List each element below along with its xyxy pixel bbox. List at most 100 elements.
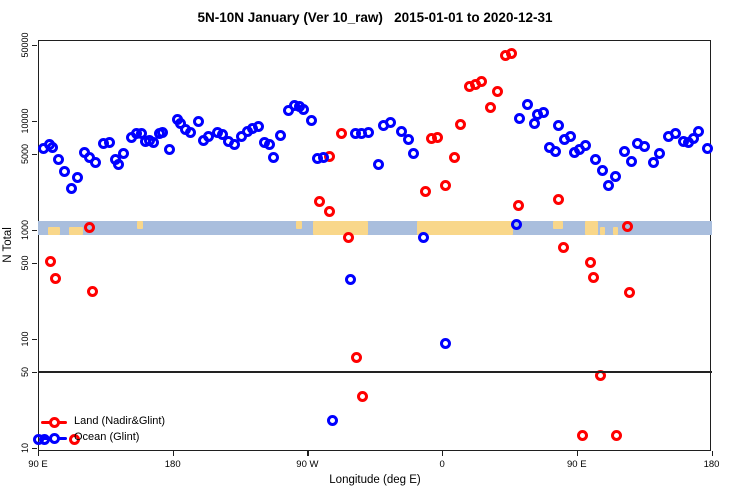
- ocean-point: [372, 159, 384, 171]
- legend-ocean-label: Ocean (Glint): [74, 431, 140, 443]
- land-patch: [416, 220, 514, 235]
- ocean-point: [396, 125, 408, 137]
- ocean-point: [327, 414, 339, 426]
- x-tick-label: 90 E: [28, 459, 48, 470]
- x-tick-label: 0: [439, 459, 445, 470]
- legend-item-land: Land (Nadir&Glint): [40, 414, 240, 430]
- y-tick: [31, 371, 37, 374]
- ocean-point: [670, 127, 682, 139]
- ocean-point: [47, 141, 59, 153]
- ocean-point: [654, 148, 666, 160]
- land-point: [624, 286, 636, 298]
- y-tick-label: 10: [20, 442, 30, 454]
- legend: Land (Nadir&Glint) Ocean (Glint): [40, 414, 240, 446]
- land-point: [552, 193, 564, 205]
- y-tick: [31, 121, 37, 123]
- land-patch: [599, 226, 606, 235]
- ocean-point: [217, 129, 229, 141]
- land-point: [512, 200, 524, 212]
- x-tick-label: 180: [164, 459, 181, 470]
- ocean-point: [402, 134, 414, 146]
- x-tick: [576, 451, 578, 456]
- x-tick: [307, 451, 309, 456]
- land-point: [491, 85, 503, 97]
- land-patch: [585, 220, 599, 235]
- ocean-point: [693, 126, 705, 138]
- x-axis-title: Longitude (deg E): [329, 474, 421, 486]
- x-tick: [172, 451, 174, 456]
- land-point: [343, 232, 355, 244]
- ocean-point: [639, 140, 651, 152]
- ocean-point: [164, 143, 176, 155]
- threshold-line-50: [38, 370, 712, 373]
- land-point: [476, 76, 488, 88]
- land-point: [50, 272, 62, 284]
- ocean-point: [552, 120, 564, 131]
- ocean-point: [156, 126, 168, 138]
- x-tick: [38, 451, 40, 456]
- ocean-point: [701, 142, 713, 154]
- land-patch: [136, 220, 144, 229]
- land-point: [313, 196, 325, 208]
- x-tick: [711, 451, 713, 456]
- ocean-point: [229, 139, 241, 151]
- ocean-point: [147, 136, 159, 148]
- ocean-point: [203, 130, 215, 142]
- land-point: [439, 180, 451, 192]
- land-patch: [68, 226, 84, 235]
- y-tick: [31, 153, 37, 156]
- land-patch: [613, 226, 618, 235]
- land-point: [335, 128, 347, 140]
- chart-title: 5N-10N January (Ver 10_raw) 2015-01-01 t…: [197, 10, 553, 25]
- land-point: [506, 47, 518, 59]
- ocean-point: [648, 157, 660, 169]
- land-point: [45, 256, 57, 268]
- ocean-point: [72, 171, 84, 183]
- ocean-point: [550, 145, 562, 157]
- y-tick: [31, 262, 37, 265]
- legend-ocean-marker-icon: [49, 433, 60, 444]
- y-tick: [31, 339, 37, 341]
- ocean-point: [117, 148, 129, 160]
- land-point: [455, 118, 467, 130]
- land-point: [622, 221, 634, 233]
- ocean-point: [66, 182, 78, 194]
- ocean-point: [253, 121, 265, 132]
- y-tick-label: 50: [20, 366, 30, 377]
- land-point: [87, 286, 99, 298]
- ocean-point: [602, 179, 614, 191]
- ocean-point: [52, 154, 64, 166]
- ocean-point: [417, 232, 429, 244]
- ocean-point: [318, 151, 330, 163]
- x-tick-label: 180: [703, 459, 720, 470]
- land-point: [323, 206, 335, 218]
- y-tick-label: 10000: [20, 108, 30, 134]
- ocean-point: [521, 98, 533, 110]
- y-tick: [31, 230, 37, 232]
- ocean-point: [537, 107, 549, 119]
- ocean-point: [306, 115, 318, 127]
- land-patch: [48, 226, 60, 235]
- y-tick-label: 500: [20, 255, 30, 271]
- ocean-point: [362, 126, 374, 138]
- ocean-point: [513, 113, 525, 125]
- y-tick: [31, 448, 37, 450]
- land-point: [350, 352, 362, 364]
- ocean-point: [625, 156, 637, 168]
- y-tick: [31, 45, 37, 47]
- ocean-point: [344, 274, 356, 286]
- ocean-point: [510, 218, 522, 230]
- ocean-point: [597, 165, 609, 177]
- ocean-point: [192, 116, 204, 128]
- ocean-point: [384, 116, 396, 128]
- land-point: [69, 433, 81, 445]
- land-point: [432, 132, 444, 144]
- land-point: [449, 152, 461, 164]
- ocean-point: [90, 157, 102, 169]
- land-point: [420, 186, 432, 198]
- legend-land-marker-icon: [49, 417, 60, 428]
- land-point: [485, 102, 497, 114]
- land-point: [576, 430, 588, 442]
- ocean-point: [565, 130, 577, 142]
